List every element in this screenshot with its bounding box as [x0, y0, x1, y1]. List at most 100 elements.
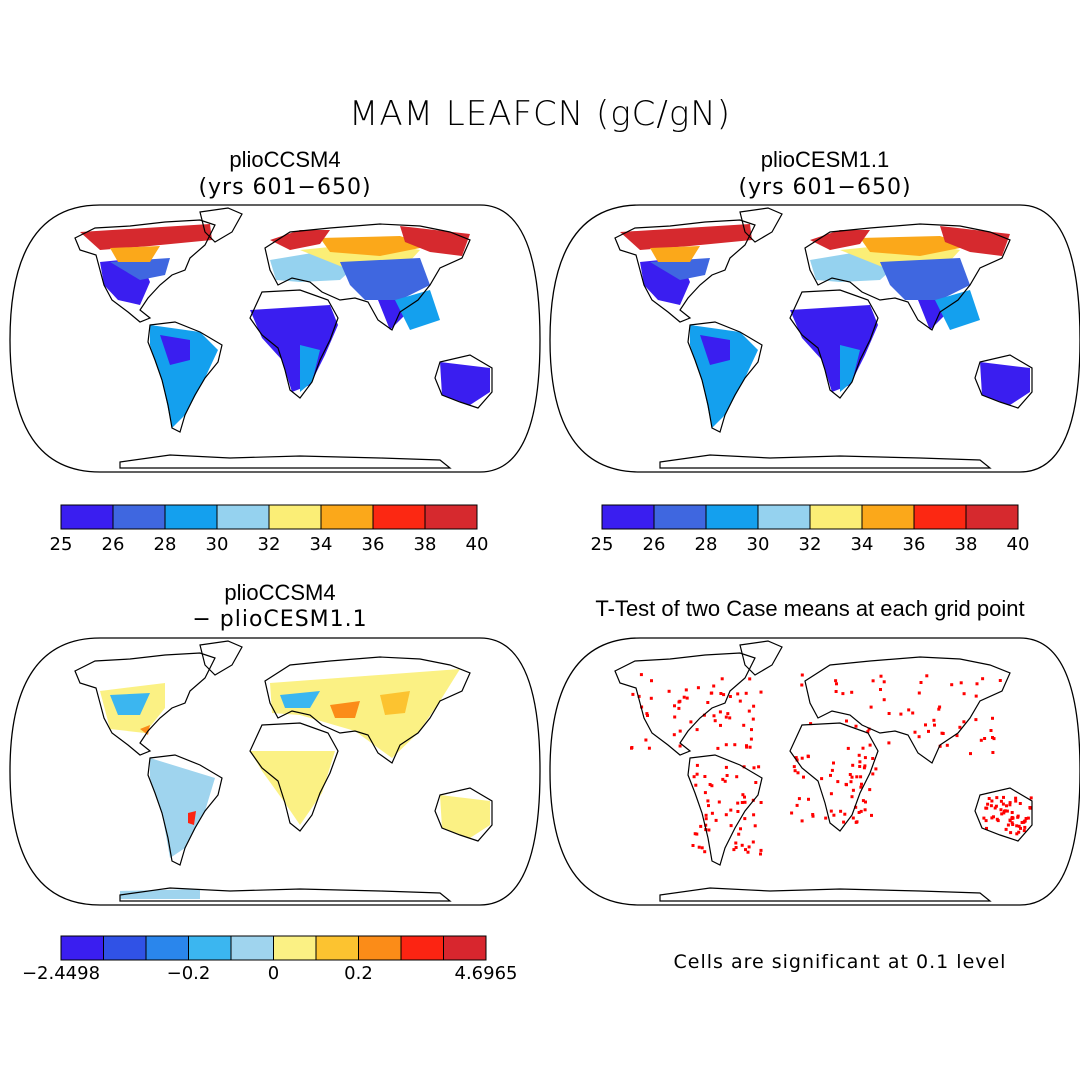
colorbar-top-left [60, 504, 478, 530]
significant-cell [743, 795, 746, 799]
significant-cell [703, 791, 707, 795]
significant-cell [647, 746, 651, 750]
colorbar-tick-label: 25 [590, 534, 614, 555]
significant-cell [855, 775, 859, 779]
significant-cell [732, 848, 736, 852]
difference-region [380, 691, 410, 715]
significant-cell [991, 751, 995, 754]
significant-cell [733, 743, 737, 747]
significant-cell [858, 765, 862, 768]
significant-cell [917, 735, 921, 739]
significant-cell [882, 698, 886, 702]
significant-cell [924, 723, 927, 727]
colorbar-tick-label: 30 [205, 534, 229, 555]
significant-cell [752, 704, 756, 708]
significant-cell [811, 814, 815, 818]
coastline-north-america [74, 219, 216, 323]
significant-cell [979, 738, 983, 742]
coastline-eurasia [804, 656, 1011, 764]
significant-cell [809, 722, 813, 726]
significant-cell [707, 828, 711, 832]
panel2-title: plioCESM1.1 [760, 147, 890, 172]
significant-cell [696, 686, 700, 690]
significant-cell [695, 763, 699, 767]
significant-cell [697, 845, 701, 849]
value-region [110, 246, 160, 262]
difference-region [188, 811, 196, 825]
colorbar-swatch [60, 504, 114, 530]
significant-cell [867, 727, 871, 731]
significant-cell [917, 691, 921, 695]
value-region [880, 258, 970, 300]
significant-cell [1011, 823, 1015, 826]
significant-cell [1010, 821, 1014, 825]
significant-cell [857, 753, 861, 757]
significant-cell [927, 729, 930, 733]
significant-cell [937, 707, 941, 711]
coastline-north-america [74, 652, 216, 756]
colorbar-swatch [965, 504, 1019, 530]
significant-cell [753, 824, 757, 828]
colorbar-tick-label: 34 [309, 534, 333, 555]
significant-cell [759, 690, 763, 694]
colorbar-tick-label: 32 [798, 534, 822, 555]
significant-cell [704, 817, 708, 821]
colorbar-swatch [164, 504, 218, 530]
colorbar-tick-label: 34 [850, 534, 874, 555]
significant-cell [1005, 804, 1008, 808]
significant-cell [866, 730, 870, 734]
significant-cell [1003, 809, 1007, 813]
significant-cell [729, 824, 733, 828]
coastline-africa [249, 722, 339, 832]
colorbar-swatch [372, 504, 426, 530]
colorbar-swatch [112, 504, 166, 530]
significant-cell [723, 779, 727, 783]
colorbar-tick-label: 40 [1006, 534, 1030, 555]
significant-cell [704, 823, 708, 827]
significant-cell [962, 720, 966, 724]
significant-cell [682, 695, 686, 699]
significant-cell [742, 723, 746, 727]
significant-cell [694, 783, 698, 787]
significant-cell [1010, 811, 1014, 814]
significant-cell [850, 775, 854, 779]
significant-cell [704, 813, 708, 817]
significant-cell [710, 691, 714, 695]
significant-cell [736, 692, 740, 696]
colorbar-swatch [358, 935, 402, 961]
significant-cell [695, 772, 699, 776]
colorbar-tick-label: 30 [746, 534, 770, 555]
significant-cell [955, 734, 959, 738]
significant-cell [714, 818, 718, 822]
significant-cell [849, 780, 853, 784]
coastline-eurasia [264, 656, 471, 764]
significant-cell [835, 682, 838, 686]
significant-cell [995, 796, 999, 800]
significant-cell [710, 784, 714, 788]
significant-cell [713, 719, 717, 723]
coastline-africa [789, 289, 879, 399]
significant-cell [871, 772, 875, 776]
significant-cell [751, 840, 755, 844]
significant-cell [712, 714, 716, 718]
value-region [160, 335, 190, 365]
significant-cell [851, 788, 855, 792]
significant-cell [737, 832, 741, 836]
significant-cell [834, 690, 838, 693]
significant-cell [1000, 812, 1004, 816]
significant-cell [759, 848, 763, 852]
colorbar-swatch [424, 504, 478, 530]
panel1-subtitle: (yrs 601−650) [198, 175, 372, 200]
significant-cell [850, 690, 854, 694]
significant-cell [986, 802, 990, 806]
significant-cell [749, 737, 753, 741]
significant-cell [720, 677, 724, 681]
value-region [650, 246, 700, 262]
significant-cell [938, 744, 942, 748]
significant-cell [650, 679, 653, 683]
value-region [395, 290, 440, 330]
significant-cell [854, 724, 858, 728]
significant-cell [710, 811, 714, 815]
significant-cell [996, 819, 1000, 823]
value-region [300, 345, 320, 392]
